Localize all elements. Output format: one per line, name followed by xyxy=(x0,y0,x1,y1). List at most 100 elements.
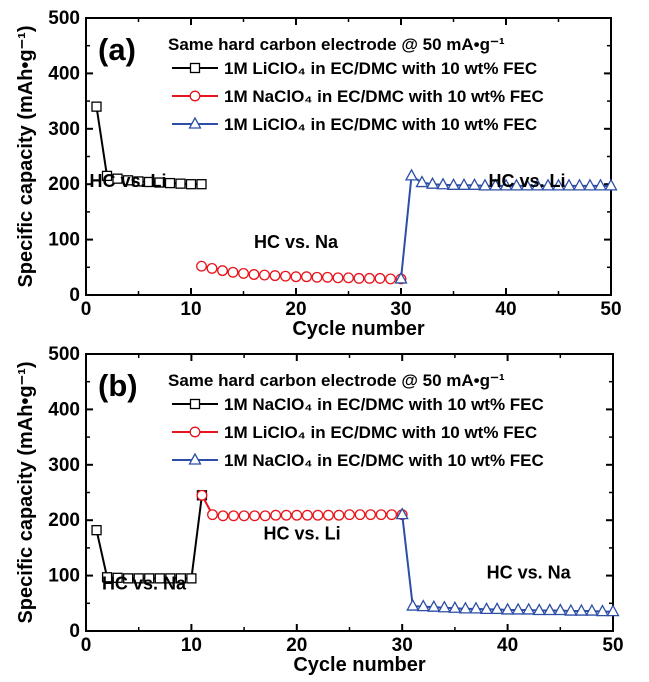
data-point xyxy=(583,178,597,191)
data-point xyxy=(595,604,610,617)
data-point xyxy=(415,175,429,188)
y-tick-label: 100 xyxy=(48,230,80,251)
data-point xyxy=(259,510,271,522)
data-point xyxy=(101,170,113,182)
x-tick-label: 0 xyxy=(81,635,92,656)
data-point xyxy=(175,573,187,584)
x-tick-label: 40 xyxy=(495,299,516,320)
y-tick-label: 200 xyxy=(48,510,80,531)
data-point xyxy=(206,262,218,274)
data-point xyxy=(154,573,165,584)
y-axis-title: Specific capacity (mAh•g⁻¹) xyxy=(15,25,37,287)
data-point xyxy=(280,270,291,282)
data-point xyxy=(354,509,366,521)
data-point xyxy=(165,573,176,584)
region-annotation: HC vs. Na xyxy=(102,573,187,593)
data-point xyxy=(427,599,441,612)
data-point xyxy=(164,177,176,189)
legend-title: Same hard carbon electrode @ 50 mA•g⁻¹ xyxy=(168,35,505,54)
y-tick-label: 400 xyxy=(48,399,80,420)
data-point xyxy=(322,271,333,283)
y-tick-label: 500 xyxy=(48,344,80,365)
data-point xyxy=(437,600,451,613)
data-point xyxy=(332,272,344,284)
data-point xyxy=(446,177,461,190)
data-point xyxy=(248,269,260,280)
series-1 xyxy=(91,101,207,190)
data-point xyxy=(291,509,303,521)
data-point xyxy=(154,177,165,188)
data-point xyxy=(344,509,355,521)
data-point xyxy=(406,598,420,611)
series-1 xyxy=(91,490,208,584)
data-point xyxy=(488,178,503,191)
y-tick-label: 100 xyxy=(48,566,80,587)
data-point xyxy=(394,271,408,284)
data-point xyxy=(436,177,450,190)
data-point xyxy=(467,177,482,190)
data-point xyxy=(562,178,576,191)
panel-label: (a) xyxy=(98,32,136,67)
region-annotation: HC vs. Na xyxy=(487,562,572,582)
data-point xyxy=(490,602,504,615)
data-point xyxy=(574,603,588,616)
legend-marker xyxy=(189,398,201,410)
data-point xyxy=(259,269,270,281)
data-point xyxy=(572,178,587,191)
data-point xyxy=(133,573,144,584)
data-point xyxy=(522,602,536,615)
y-tick-label: 400 xyxy=(48,63,80,84)
y-axis-title: Specific capacity (mAh•g⁻¹) xyxy=(15,361,37,623)
data-point xyxy=(249,510,261,522)
x-tick-label: 20 xyxy=(286,635,307,656)
y-tick-label: 500 xyxy=(48,8,80,29)
series-2 xyxy=(196,489,408,522)
data-point xyxy=(144,573,155,584)
data-point xyxy=(301,509,313,521)
x-tick-label: 10 xyxy=(181,635,202,656)
data-point xyxy=(469,601,483,614)
legend-entry: 1M NaClO₄ in EC/DMC with 10 wt% FEC xyxy=(224,451,544,470)
data-point xyxy=(551,178,566,191)
x-tick-label: 50 xyxy=(600,299,621,320)
data-point xyxy=(553,603,567,616)
data-point xyxy=(196,260,207,272)
legend-entry: 1M LiClO₄ in EC/DMC with 10 wt% FEC xyxy=(224,59,537,78)
data-point xyxy=(196,179,207,190)
data-point xyxy=(375,509,387,521)
x-tick-label: 40 xyxy=(497,635,518,656)
data-point xyxy=(175,178,186,189)
legend-marker xyxy=(189,90,201,102)
y-tick-label: 0 xyxy=(69,621,80,642)
data-point xyxy=(511,602,525,615)
legend-marker xyxy=(188,116,202,129)
data-point xyxy=(312,509,324,521)
data-point xyxy=(374,272,386,284)
data-point xyxy=(185,179,197,190)
data-point xyxy=(290,271,302,283)
x-axis-title: Cycle number xyxy=(293,654,425,676)
data-point xyxy=(333,509,345,521)
data-point xyxy=(343,272,354,284)
y-tick-label: 200 xyxy=(48,174,80,195)
data-point xyxy=(322,509,334,521)
x-tick-label: 10 xyxy=(180,299,201,320)
data-point xyxy=(91,101,102,112)
region-annotation: HC vs. Li xyxy=(488,171,565,191)
series-line xyxy=(400,174,611,280)
legend-title: Same hard carbon electrode @ 50 mA•g⁻¹ xyxy=(168,371,505,390)
data-point xyxy=(112,572,123,583)
region-annotation: HC vs. Na xyxy=(254,232,339,252)
data-point xyxy=(311,271,323,283)
data-point xyxy=(385,273,396,285)
x-tick-label: 50 xyxy=(602,635,623,656)
data-point xyxy=(112,173,123,184)
series-2 xyxy=(196,260,407,285)
data-point xyxy=(122,175,134,186)
data-point xyxy=(301,271,312,283)
data-point xyxy=(186,573,197,584)
data-point xyxy=(457,177,471,190)
data-point xyxy=(143,176,155,188)
